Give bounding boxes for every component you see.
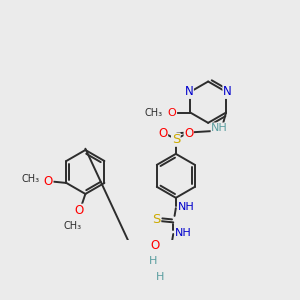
Text: CH₃: CH₃	[63, 221, 82, 231]
Text: CH₃: CH₃	[145, 107, 163, 118]
Text: O: O	[151, 239, 160, 252]
Text: H: H	[148, 256, 157, 266]
Text: O: O	[184, 127, 194, 140]
Text: H: H	[156, 272, 164, 282]
Text: NH: NH	[178, 202, 195, 212]
Text: N: N	[184, 85, 193, 98]
Text: O: O	[168, 107, 176, 118]
Text: N: N	[223, 85, 232, 98]
Text: NH: NH	[175, 228, 192, 238]
Text: O: O	[158, 127, 167, 140]
Text: S: S	[172, 133, 180, 146]
Text: NH: NH	[211, 123, 228, 133]
Text: O: O	[74, 204, 84, 217]
Text: O: O	[44, 175, 53, 188]
Text: S: S	[152, 213, 160, 226]
Text: CH₃: CH₃	[21, 174, 39, 184]
